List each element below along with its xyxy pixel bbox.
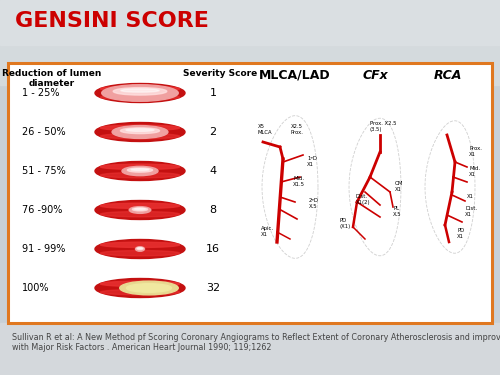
Text: X1: X1 [467,194,474,199]
Ellipse shape [100,211,180,217]
Ellipse shape [137,248,143,249]
Text: 26 - 50%: 26 - 50% [22,127,66,137]
Text: 1 - 25%: 1 - 25% [22,88,60,98]
Ellipse shape [100,164,180,170]
Text: 51 - 75%: 51 - 75% [22,166,66,176]
Text: 91 - 99%: 91 - 99% [22,244,66,254]
Ellipse shape [100,125,180,130]
Ellipse shape [120,281,178,295]
Text: Severity Score: Severity Score [183,69,257,78]
Ellipse shape [126,129,154,131]
Ellipse shape [120,128,160,134]
Ellipse shape [95,123,185,141]
Ellipse shape [128,168,152,172]
Bar [0,323,500,375]
Ellipse shape [100,172,180,178]
Ellipse shape [126,284,172,292]
Text: Apic.
X1: Apic. X1 [260,226,274,237]
Text: 2ºD
X.5: 2ºD X.5 [309,198,319,209]
Ellipse shape [95,84,185,102]
Text: PL
X.5: PL X.5 [393,206,402,217]
Text: PD
X1: PD X1 [457,228,464,239]
Text: Mid.
X1: Mid. X1 [469,166,480,177]
Ellipse shape [95,201,185,219]
Ellipse shape [131,169,149,171]
Text: Mid.
X1.5: Mid. X1.5 [293,176,305,187]
Text: Dist.
X1(2): Dist. X1(2) [356,194,370,205]
Ellipse shape [100,86,180,92]
Text: MLCA/LAD: MLCA/LAD [259,69,331,82]
Ellipse shape [95,279,185,297]
Ellipse shape [129,207,151,213]
Text: GENSINI SCORE: GENSINI SCORE [15,11,209,31]
Text: Sullivan R et al: A New Method pf Scoring Coronary Angiograms to Reflect Extent : Sullivan R et al: A New Method pf Scorin… [12,333,500,352]
Text: 1ºD
X1: 1ºD X1 [307,156,317,167]
Ellipse shape [134,209,145,210]
Text: OM
X1: OM X1 [395,181,404,192]
Ellipse shape [95,240,185,258]
Text: Prox.
X1: Prox. X1 [469,146,482,157]
Ellipse shape [122,166,158,176]
Text: 16: 16 [206,244,220,254]
Ellipse shape [132,208,148,211]
Ellipse shape [100,134,180,139]
Text: Dist.
X1: Dist. X1 [465,206,477,217]
Text: 2: 2 [210,127,216,137]
Ellipse shape [112,126,168,138]
Ellipse shape [100,203,180,208]
Ellipse shape [100,281,180,286]
Ellipse shape [100,251,180,256]
Ellipse shape [95,162,185,180]
Ellipse shape [100,242,180,248]
Bar [0,0,500,85]
Text: 76 -90%: 76 -90% [22,205,62,215]
Ellipse shape [113,88,167,95]
Text: PD
(X1): PD (X1) [340,218,350,229]
Text: 32: 32 [206,283,220,293]
Text: 4: 4 [210,166,216,176]
Text: 1: 1 [210,88,216,98]
Ellipse shape [100,94,180,100]
Text: RCA: RCA [434,69,462,82]
Ellipse shape [136,247,144,251]
Text: X2.5
Prox.: X2.5 Prox. [290,124,304,135]
Text: X5
MLCA: X5 MLCA [258,124,272,135]
Text: 100%: 100% [22,283,50,293]
Ellipse shape [100,290,180,295]
Ellipse shape [138,248,142,249]
Text: Prox. X2.5
(3.5): Prox. X2.5 (3.5) [370,121,396,132]
Bar [0,0,500,45]
Text: CFx: CFx [362,69,388,82]
Text: Reduction of lumen
diameter: Reduction of lumen diameter [2,69,102,88]
Text: 8: 8 [210,205,216,215]
Bar [8,63,492,323]
Ellipse shape [102,85,178,101]
Ellipse shape [121,89,159,92]
